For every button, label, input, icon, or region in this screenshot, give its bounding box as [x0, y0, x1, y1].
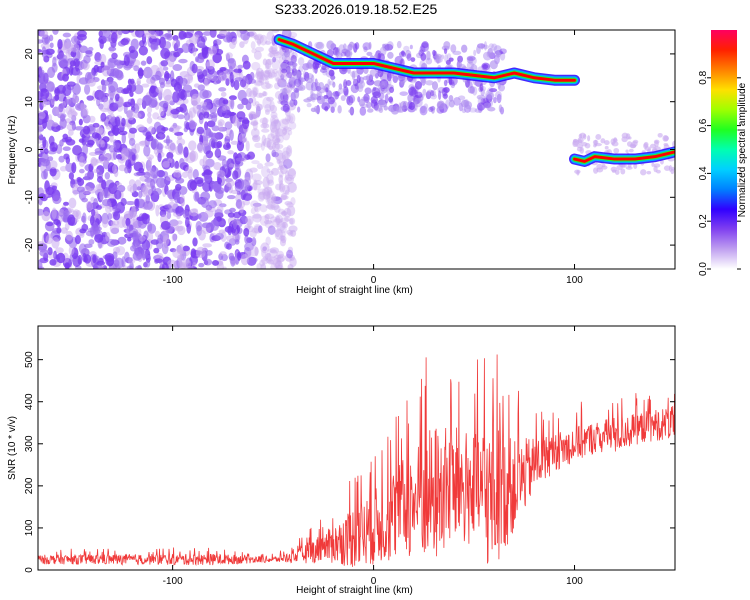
y-tick-label: 300: [24, 435, 35, 452]
colorbar-label: Normalized spectral amplitude: [737, 82, 748, 217]
y-tick-label: 0: [24, 146, 35, 152]
y-tick-label: -10: [24, 190, 35, 205]
colorbar-tick-label: 0.4: [698, 166, 709, 180]
x-tick-label: -100: [163, 576, 183, 587]
colorbar: 0.0 0.2 0.4 0.6 0.8 Normalized spectral ampli…: [698, 30, 748, 276]
colorbar-tick-label: 0.0: [698, 262, 709, 276]
snr-frame: [37, 325, 676, 571]
x-tick-label: 0: [371, 275, 377, 286]
y-tick-label: 0: [24, 567, 35, 573]
snr-panel: -100 0 100 0 100 200 300 400 500 Height of straig…: [7, 325, 676, 596]
colorbar-tick-label: 0.6: [698, 118, 709, 132]
y-tick-label: 100: [24, 519, 35, 536]
colorbar-tick-label: 0.8: [698, 70, 709, 84]
x-axis-label: Height of straight line (km): [296, 285, 413, 296]
figure-title: S233.2026.019.18.52.E25: [275, 1, 438, 17]
y-tick-label: 400: [24, 393, 35, 410]
y-axis-label: Frequency (Hz): [7, 116, 18, 185]
x-tick-label: 100: [566, 576, 583, 587]
colorbar-gradient: [711, 30, 737, 269]
x-tick-label: 100: [566, 275, 583, 286]
noise-blobs: [38, 30, 675, 269]
ridge-0: [277, 38, 577, 82]
y-axis-label: SNR (10 * v/v): [7, 416, 18, 480]
colorbar-tick-label: 0.2: [698, 214, 709, 228]
x-tick-label: 0: [371, 576, 377, 587]
x-tick-label: -100: [163, 275, 183, 286]
y-tick-label: 200: [24, 477, 35, 494]
y-tick-label: 10: [24, 96, 35, 108]
ridge-1: [573, 150, 675, 163]
snr-line: [38, 354, 675, 567]
y-tick-label: -20: [24, 237, 35, 252]
y-tick-label: 20: [24, 48, 35, 60]
x-axis-label: Height of straight line (km): [296, 585, 413, 596]
y-tick-label: 500: [24, 351, 35, 368]
